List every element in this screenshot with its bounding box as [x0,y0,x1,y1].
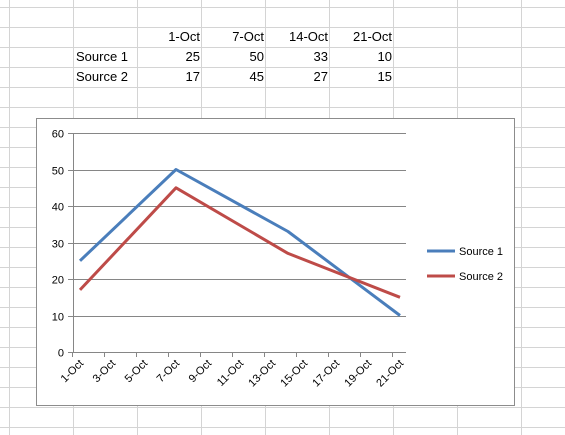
value-cell[interactable]: 50 [249,49,264,64]
legend-label-2: Source 2 [459,271,503,283]
x-tick-label: 13-Oct [246,358,278,390]
x-tick-label: 19-Oct [342,358,374,390]
y-tick-label: 30 [52,239,64,251]
value-cell[interactable]: 33 [313,49,328,64]
x-tick-label: 17-Oct [310,358,342,390]
y-tick-label: 10 [52,312,64,324]
y-tick-label: 50 [52,166,64,178]
series-line-2[interactable] [78,186,401,299]
x-tick-label: 1-Oct [59,358,87,386]
row-label-cell[interactable]: Source 1 [76,49,129,64]
y-tick-label: 0 [58,348,64,360]
y-tick-label: 40 [52,202,64,214]
value-cell[interactable]: 25 [185,49,200,64]
header-cell[interactable]: 7-Oct [232,29,264,44]
chart-area[interactable]: 0 10 20 30 40 50 60 1-Oct 3-Oct 5-Oct 7-Oct 9-Oct 11… [36,118,515,406]
series-line-1[interactable] [78,168,401,317]
header-cell[interactable]: 14-Oct [288,29,328,44]
x-tick-label: 3-Oct [91,358,119,386]
value-cell[interactable]: 45 [249,69,264,84]
header-cell[interactable]: 21-Oct [352,29,392,44]
x-tick-label: 5-Oct [123,358,151,386]
x-tick-label: 15-Oct [278,358,310,390]
y-tick-label: 60 [52,129,64,141]
x-tick-label: 11-Oct [215,358,246,389]
value-cell[interactable]: 15 [377,69,392,84]
legend-label-1: Source 1 [459,246,503,258]
line-chart: 0 10 20 30 40 50 60 1-Oct 3-Oct 5-Oct 7-Oct 9-Oct 11… [52,129,503,390]
value-cell[interactable]: 10 [377,49,392,64]
x-tick-label: 21-Oct [374,358,406,390]
value-cell[interactable]: 27 [313,69,328,84]
header-cell[interactable]: 1-Oct [168,29,200,44]
y-tick-label: 20 [52,275,64,287]
x-tick-label: 9-Oct [187,358,215,386]
value-cell[interactable]: 17 [185,69,200,84]
x-tick-label: 7-Oct [155,358,183,386]
row-label-cell[interactable]: Source 2 [76,69,129,84]
